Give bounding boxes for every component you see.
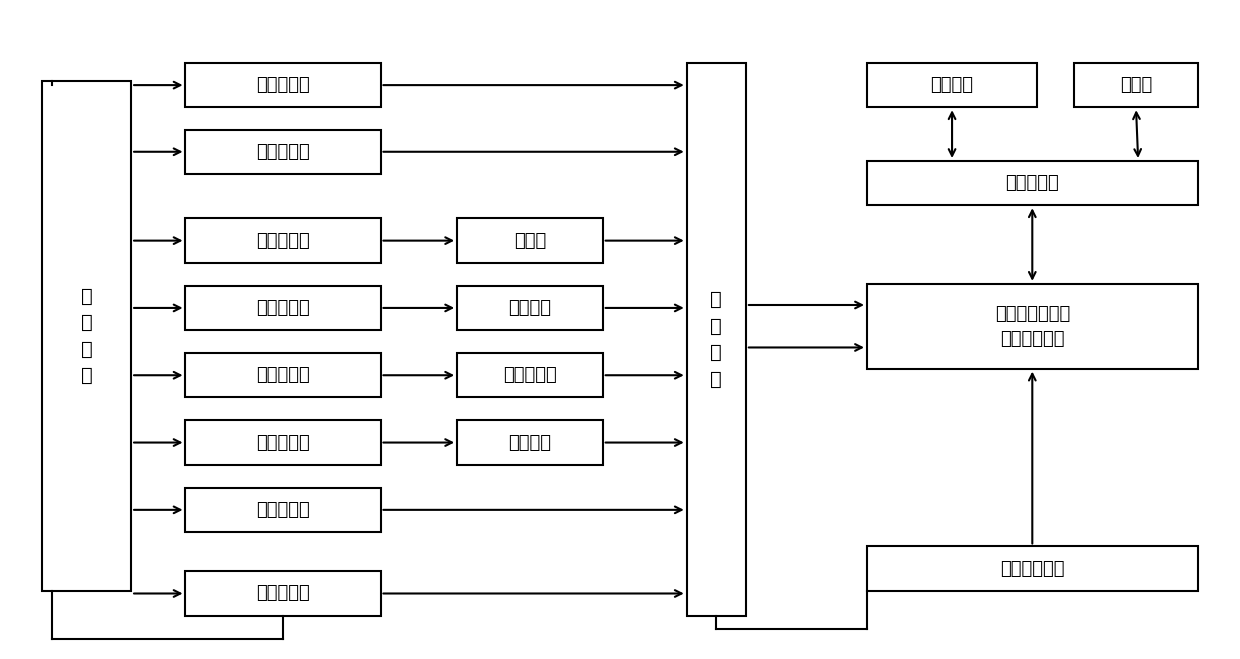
Bar — [458, 420, 603, 465]
Text: 油压传感器: 油压传感器 — [257, 76, 310, 94]
Text: 融合结果输出: 融合结果输出 — [999, 559, 1065, 578]
Bar — [186, 571, 381, 616]
Text: 振动传感器: 振动传感器 — [257, 434, 310, 451]
Text: 电流传感器: 电流传感器 — [257, 299, 310, 317]
Text: 放大器: 放大器 — [513, 231, 546, 250]
Text: 人机交互: 人机交互 — [930, 76, 973, 94]
Bar — [186, 130, 381, 174]
Bar — [687, 63, 746, 616]
Bar — [867, 63, 1037, 107]
Bar — [867, 284, 1198, 368]
Bar — [186, 420, 381, 465]
Bar — [186, 488, 381, 532]
Bar — [186, 286, 381, 330]
Text: 转速传感器: 转速传感器 — [257, 585, 310, 602]
Text: 实
验
装
置: 实 验 装 置 — [81, 287, 93, 386]
Text: 特征提取、聚类
融合诊断算法: 特征提取、聚类 融合诊断算法 — [994, 304, 1070, 348]
Bar — [186, 218, 381, 263]
Text: 滤
波
采
样: 滤 波 采 样 — [711, 290, 722, 389]
Bar — [867, 161, 1198, 206]
Text: 电功率测量: 电功率测量 — [257, 501, 310, 519]
Bar — [458, 286, 603, 330]
Text: 数据库: 数据库 — [1120, 76, 1152, 94]
Bar — [458, 353, 603, 397]
Text: 计算机系统: 计算机系统 — [1006, 174, 1059, 192]
Bar — [42, 81, 131, 591]
Text: 流量传感器: 流量传感器 — [257, 143, 310, 161]
Bar — [458, 218, 603, 263]
Bar — [186, 353, 381, 397]
Text: 信号调理: 信号调理 — [508, 299, 552, 317]
Bar — [1074, 63, 1198, 107]
Text: 温度传感器: 温度传感器 — [257, 231, 310, 250]
Text: 前置处理: 前置处理 — [508, 434, 552, 451]
Bar — [867, 546, 1198, 591]
Text: 电荷放大器: 电荷放大器 — [503, 366, 557, 384]
Text: 波动传感器: 波动传感器 — [257, 366, 310, 384]
Bar — [186, 63, 381, 107]
